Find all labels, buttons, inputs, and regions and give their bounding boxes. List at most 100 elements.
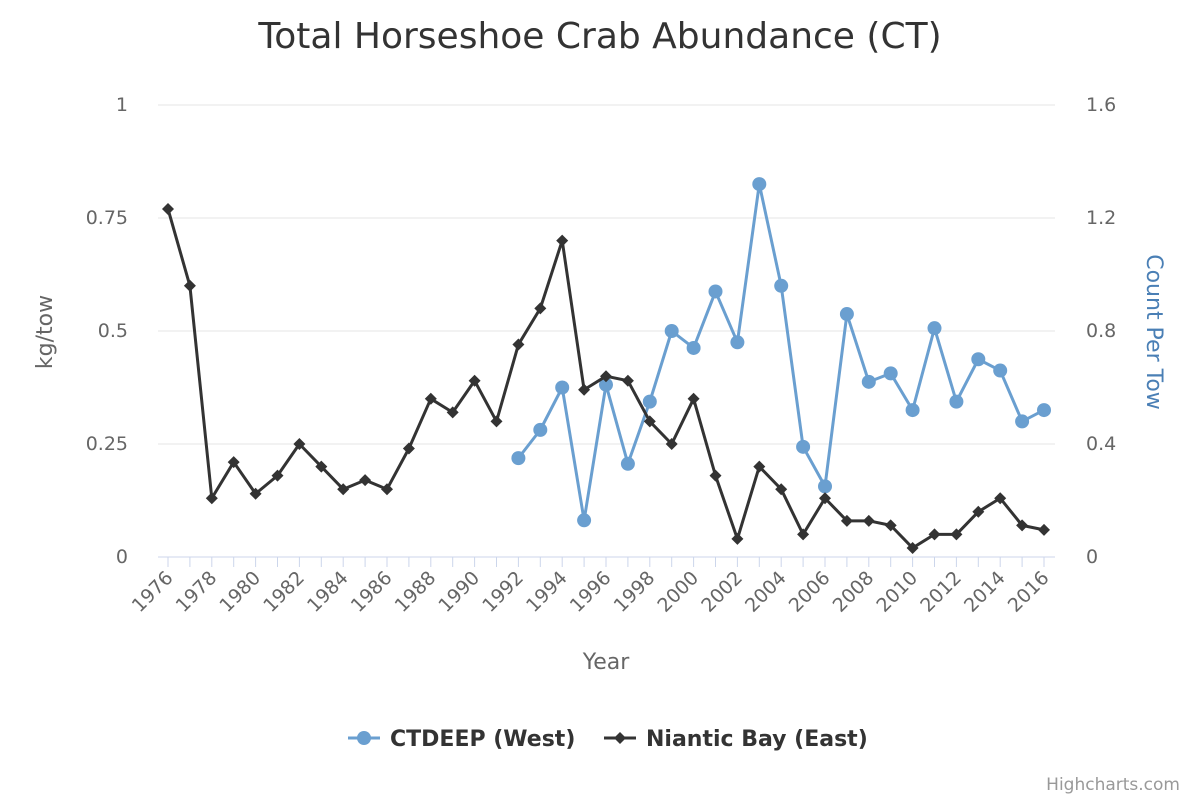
data-point[interactable] <box>708 284 723 299</box>
left-tick-label: 0.25 <box>86 433 128 455</box>
data-point[interactable] <box>359 474 372 487</box>
data-point[interactable] <box>512 338 525 351</box>
data-point[interactable] <box>686 340 701 355</box>
data-point[interactable] <box>664 324 679 338</box>
data-point[interactable] <box>993 363 1008 378</box>
x-tick-label: 2002 <box>697 567 747 617</box>
data-point[interactable] <box>840 514 853 527</box>
legend: CTDEEP (West) Niantic Bay (East) <box>348 727 868 752</box>
data-point[interactable] <box>381 483 393 496</box>
data-point[interactable] <box>752 177 767 192</box>
data-point[interactable] <box>511 451 526 466</box>
data-point[interactable] <box>971 352 986 367</box>
x-tick-label: 1984 <box>303 567 353 617</box>
left-tick-label: 0 <box>116 546 128 568</box>
chart-title: Total Horseshoe Crab Abundance (CT) <box>257 16 941 57</box>
data-point[interactable] <box>533 422 548 437</box>
data-point[interactable] <box>162 202 174 215</box>
data-point[interactable] <box>665 438 678 450</box>
data-point[interactable] <box>927 321 942 336</box>
data-point[interactable] <box>949 394 964 409</box>
x-tick-label: 2008 <box>829 567 879 617</box>
data-point[interactable] <box>621 374 634 387</box>
data-point[interactable] <box>402 442 415 455</box>
data-point[interactable] <box>905 403 920 418</box>
data-point[interactable] <box>883 366 898 381</box>
data-point[interactable] <box>205 492 218 505</box>
data-point[interactable] <box>555 380 570 395</box>
data-point[interactable] <box>862 514 875 527</box>
data-point[interactable] <box>620 456 635 471</box>
x-tick-label: 2000 <box>653 567 703 617</box>
data-point[interactable] <box>906 541 919 554</box>
x-tick-label: 2006 <box>785 567 835 617</box>
data-point[interactable] <box>446 406 459 419</box>
data-point[interactable] <box>599 377 613 392</box>
data-point[interactable] <box>775 483 788 496</box>
left-axis-title: kg/tow <box>33 295 58 369</box>
data-point[interactable] <box>884 519 897 532</box>
data-point[interactable] <box>600 370 612 383</box>
right-axis-title: Count Per Tow <box>1141 254 1166 410</box>
data-point[interactable] <box>687 392 700 405</box>
data-point[interactable] <box>753 460 766 473</box>
data-point[interactable] <box>534 302 547 315</box>
x-tick-label: 1996 <box>566 567 616 617</box>
legend-label: CTDEEP (West) <box>390 727 575 752</box>
data-point[interactable] <box>1037 403 1051 418</box>
series-line <box>517 182 1045 522</box>
credits-link[interactable]: Highcharts.com <box>1046 775 1180 795</box>
legend-item[interactable]: CTDEEP (West) <box>348 727 575 752</box>
data-point[interactable] <box>642 394 657 409</box>
right-tick-label: 1.2 <box>1086 207 1116 229</box>
data-point[interactable] <box>183 279 196 292</box>
data-point[interactable] <box>577 513 592 528</box>
data-point[interactable] <box>293 438 306 450</box>
x-tick-label: 1986 <box>347 567 397 617</box>
data-point[interactable] <box>928 528 941 541</box>
x-tick-label: 2014 <box>960 567 1010 617</box>
data-point[interactable] <box>818 479 832 494</box>
data-point[interactable] <box>819 492 831 505</box>
x-tick-label: 1994 <box>522 567 572 617</box>
data-point[interactable] <box>709 469 722 482</box>
left-tick-label: 0.5 <box>98 320 128 342</box>
data-point[interactable] <box>578 383 591 396</box>
data-point[interactable] <box>424 392 437 405</box>
data-point[interactable] <box>950 528 963 541</box>
data-point[interactable] <box>337 483 350 496</box>
data-point[interactable] <box>731 532 744 545</box>
data-point[interactable] <box>861 374 876 389</box>
data-point[interactable] <box>227 456 240 469</box>
right-tick-label: 0.8 <box>1086 320 1116 342</box>
data-point[interactable] <box>774 278 789 293</box>
data-point[interactable] <box>796 439 811 454</box>
legend-item[interactable]: Niantic Bay (East) <box>604 727 868 752</box>
data-point[interactable] <box>994 492 1007 505</box>
data-point[interactable] <box>468 374 481 387</box>
data-point[interactable] <box>1015 414 1030 429</box>
data-point[interactable] <box>972 505 985 518</box>
x-tick-label: 1990 <box>434 567 484 617</box>
x-tick-label: 1980 <box>215 567 265 617</box>
series-layer <box>162 177 1051 554</box>
x-tick-label: 2012 <box>916 567 966 617</box>
data-point[interactable] <box>271 469 284 482</box>
data-point[interactable] <box>249 487 262 500</box>
data-point[interactable] <box>839 307 854 322</box>
right-tick-label: 0.4 <box>1086 433 1116 455</box>
left-y-axis: 0 0.25 0.5 0.75 1 <box>86 94 128 568</box>
data-point[interactable] <box>643 415 656 428</box>
legend-marker <box>614 732 626 744</box>
data-point[interactable] <box>730 335 745 350</box>
data-point[interactable] <box>1016 519 1029 532</box>
data-point[interactable] <box>1038 523 1050 536</box>
data-point[interactable] <box>315 460 328 473</box>
grid-lines <box>158 104 1055 445</box>
legend-label: Niantic Bay (East) <box>646 727 868 752</box>
left-tick-label: 1 <box>116 94 128 116</box>
data-point[interactable] <box>490 415 503 428</box>
data-point[interactable] <box>556 234 569 247</box>
data-point[interactable] <box>797 528 810 541</box>
x-axis: 1976197819801982198419861988199019921994… <box>128 556 1055 617</box>
